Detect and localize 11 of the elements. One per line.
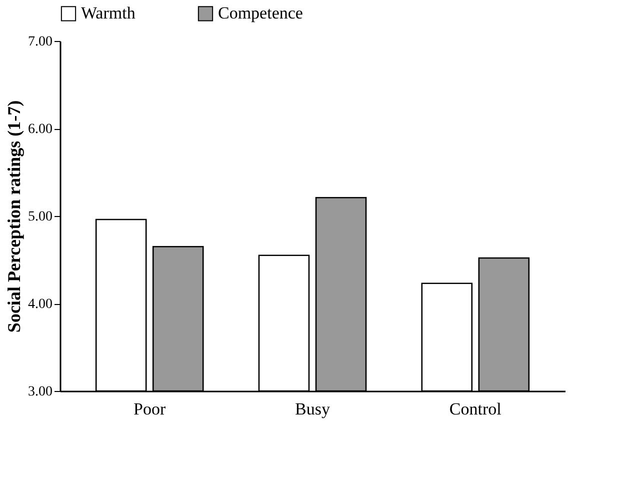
y-axis-title: Social Perception ratings (1-7)	[4, 100, 24, 333]
y-tick-label: 6.00	[28, 122, 52, 137]
legend-label: Competence	[218, 4, 303, 23]
x-tick-label: Control	[449, 400, 502, 418]
y-tick-label: 4.00	[28, 297, 52, 312]
y-tick-label: 7.00	[28, 34, 52, 50]
y-tick-label: 5.00	[28, 210, 52, 224]
x-tick-label: Busy	[295, 400, 330, 418]
legend-label: Warmth	[81, 4, 136, 23]
x-tick-label: Poor	[134, 400, 166, 418]
y-tick-label: 3.00	[28, 384, 52, 400]
